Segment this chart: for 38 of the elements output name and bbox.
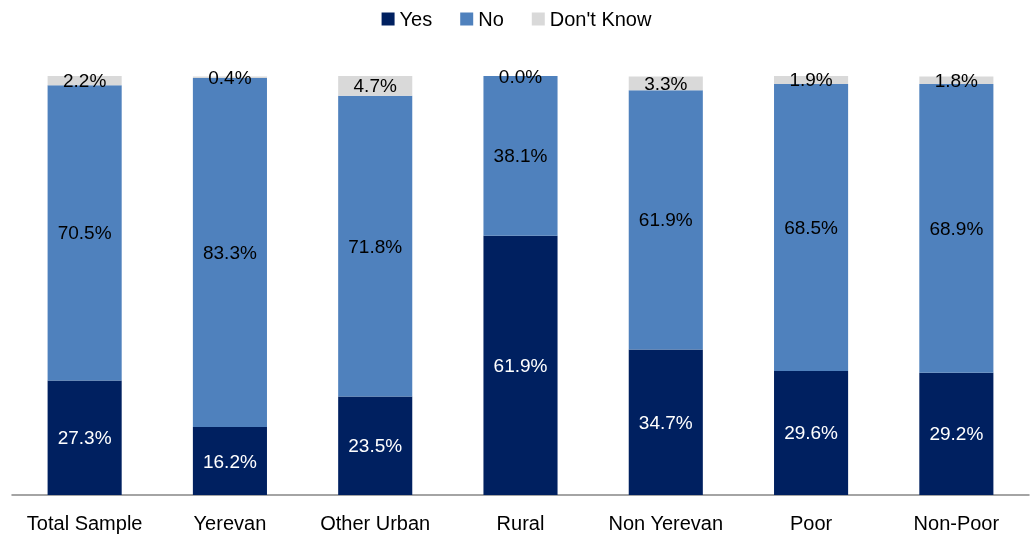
x-tick-label: Non Yerevan: [608, 512, 724, 534]
bar: [483, 235, 558, 495]
x-tick-label: Total Sample: [26, 512, 143, 534]
data-label: 71.8%: [348, 235, 403, 257]
bar: [628, 90, 703, 350]
data-label: 0.4%: [208, 66, 252, 88]
bar: [338, 396, 413, 495]
bar: [47, 85, 122, 381]
data-label: 4.7%: [353, 75, 397, 97]
bar: [338, 95, 413, 397]
legend-label: No: [478, 8, 504, 30]
x-tick-label: Rural: [496, 512, 545, 534]
bar: [774, 370, 849, 495]
data-label: 34.7%: [638, 411, 693, 433]
legend-label: Yes: [399, 8, 433, 30]
bar: [919, 372, 994, 495]
x-tick-label: Other Urban: [320, 512, 431, 534]
data-label: 23.5%: [348, 435, 403, 457]
x-tick-label: Poor: [789, 512, 833, 534]
data-label: 70.5%: [57, 222, 112, 244]
bar: [628, 349, 703, 495]
data-label: 38.1%: [493, 145, 548, 167]
data-label: 3.3%: [644, 72, 688, 94]
data-label: 68.9%: [929, 217, 984, 239]
data-label: 83.3%: [202, 242, 257, 264]
data-label: 29.6%: [784, 422, 839, 444]
data-label: 29.2%: [929, 423, 984, 445]
x-tick-label: Yerevan: [193, 512, 267, 534]
bar: [47, 380, 122, 495]
data-label: 68.5%: [784, 216, 839, 238]
legend-label: Don't Know: [549, 8, 652, 30]
bar: [192, 427, 267, 495]
data-label: 27.3%: [57, 427, 112, 449]
x-tick-label: Non-Poor: [913, 512, 1000, 534]
data-label: 16.2%: [202, 450, 257, 472]
data-label: 61.9%: [493, 354, 548, 376]
data-label: 2.2%: [62, 70, 107, 92]
data-label: 61.9%: [638, 209, 693, 231]
